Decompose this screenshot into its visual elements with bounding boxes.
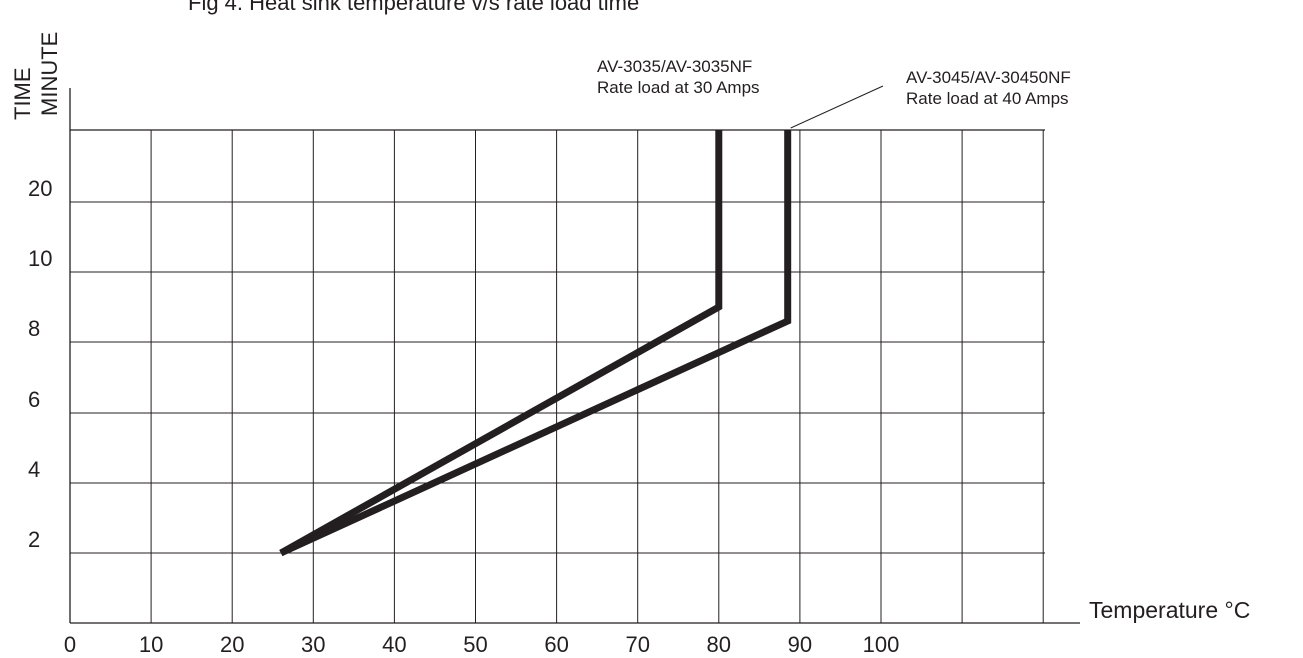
- grid: [69, 88, 1080, 624]
- y-tick-label: 6: [28, 387, 40, 412]
- y-tick-label: 20: [28, 176, 52, 201]
- x-tick-label: 0: [64, 632, 76, 657]
- y-tick-label: 8: [28, 316, 40, 341]
- series-lines: [279, 85, 884, 557]
- series-2-annotation-line-2: Rate load at 40 Amps: [906, 89, 1069, 108]
- series-1-annotation: AV-3035/AV-3035NF Rate load at 30 Amps: [597, 56, 760, 98]
- x-tick-label: 90: [788, 632, 812, 657]
- x-tick-label: 20: [220, 632, 244, 657]
- x-tick-label: 30: [301, 632, 325, 657]
- series-1-annotation-line-2: Rate load at 30 Amps: [597, 78, 760, 97]
- y-tick-label: 4: [28, 457, 40, 482]
- x-tick-label: 60: [544, 632, 568, 657]
- y-tick-label: 10: [28, 246, 52, 271]
- series-2-leader-line: [790, 85, 884, 129]
- series-line-1: [279, 130, 723, 557]
- series-line-2: [279, 130, 792, 557]
- x-tick-label: 80: [707, 632, 731, 657]
- chart-title: Fig 4. Heat sink temperature v/s rate lo…: [188, 0, 640, 15]
- series-2-annotation-line-1: AV-3045/AV-30450NF: [906, 68, 1071, 87]
- x-tick-label: 70: [625, 632, 649, 657]
- x-tick-label: 10: [139, 632, 163, 657]
- x-tick-label: 50: [463, 632, 487, 657]
- x-tick-label: 40: [382, 632, 406, 657]
- y-tick-label: 2: [28, 527, 40, 552]
- x-axis-label: Temperature °C: [1089, 597, 1251, 623]
- series-1-annotation-line-1: AV-3035/AV-3035NF: [597, 57, 753, 76]
- tick-labels: 0 10 20 30 40 50 60 70 80 90 100 2 4 6 8 10 20: [28, 176, 899, 657]
- x-tick-label: 100: [863, 632, 900, 657]
- series-2-annotation: AV-3045/AV-30450NF Rate load at 40 Amps: [906, 67, 1071, 109]
